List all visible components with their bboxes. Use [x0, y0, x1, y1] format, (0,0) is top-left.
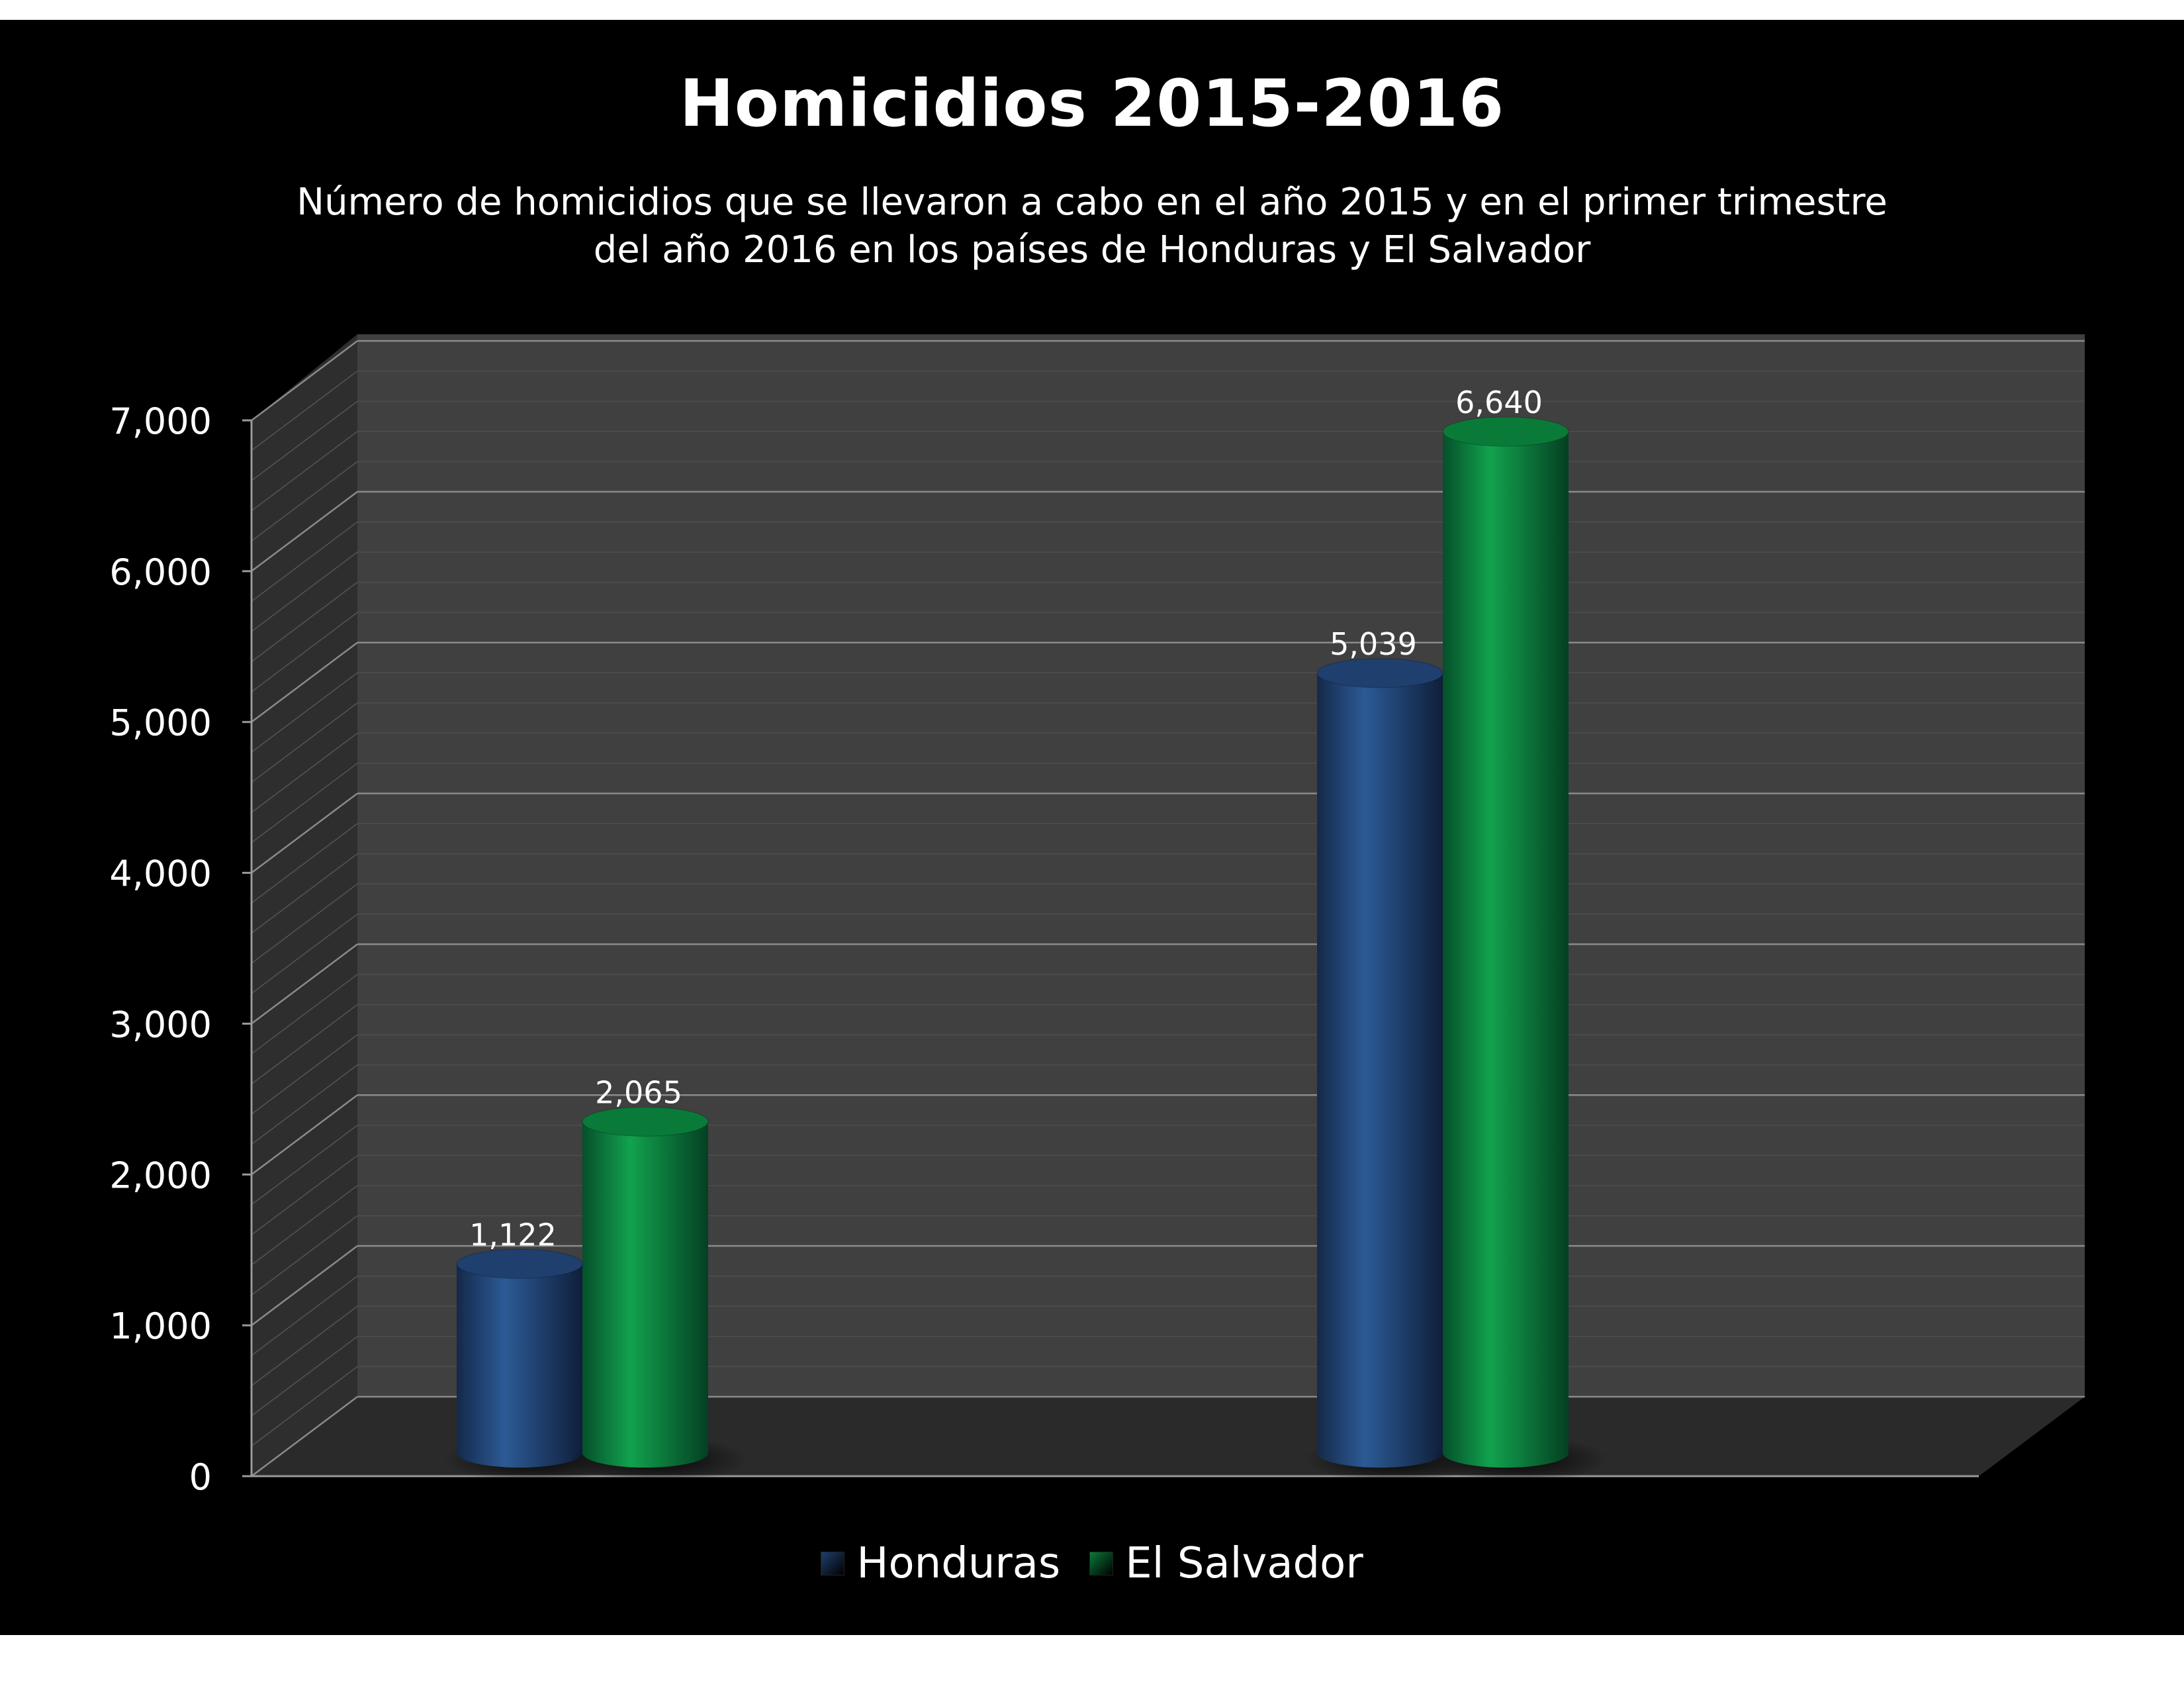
minor-gridline	[251, 702, 358, 783]
major-gridline	[251, 1245, 358, 1327]
minor-gridline	[251, 853, 358, 934]
gridlines	[251, 340, 2085, 1477]
y-tick-label: 7,000	[109, 400, 212, 442]
minor-gridline	[251, 521, 358, 602]
minor-gridline	[251, 1276, 358, 1356]
data-label: 6,640	[1455, 385, 1543, 420]
minor-gridline	[251, 1004, 358, 1085]
bar-body	[1317, 673, 1443, 1468]
legend-swatch-honduras	[821, 1552, 845, 1575]
bar-top	[582, 1106, 709, 1137]
minor-gridline	[251, 823, 358, 904]
minor-gridline	[251, 461, 358, 541]
minor-gridline	[251, 732, 358, 814]
bar-top	[456, 1248, 583, 1279]
minor-gridline	[251, 1154, 358, 1236]
back-wall	[357, 334, 2085, 1397]
minor-gridline	[251, 1305, 358, 1386]
minor-gridline	[251, 1336, 358, 1417]
data-label: 1,122	[469, 1217, 557, 1252]
legend-entry-el-salvador: El Salvador	[1089, 1539, 1363, 1588]
minor-gridline	[251, 1064, 358, 1145]
side-wall	[251, 334, 357, 1476]
minor-gridline	[251, 672, 358, 753]
major-gridline	[251, 1396, 358, 1477]
minor-gridline	[251, 883, 358, 964]
minor-gridline	[251, 1215, 358, 1296]
minor-gridline	[251, 914, 358, 994]
data-label: 5,039	[1330, 626, 1417, 662]
minor-gridline	[251, 974, 358, 1055]
minor-gridline	[251, 1366, 358, 1447]
y-tick-label: 6,000	[109, 551, 212, 593]
minor-gridline	[251, 370, 358, 451]
minor-gridline	[251, 1034, 358, 1115]
chart-frame: Homicidios 2015-2016 Número de homicidio…	[0, 20, 2184, 1635]
data-label: 2,065	[595, 1074, 682, 1110]
major-gridline	[251, 340, 358, 421]
y-tick-label: 0	[189, 1456, 212, 1498]
chart-title: Homicidios 2015-2016	[679, 66, 1505, 142]
major-gridline	[251, 491, 358, 572]
y-tick-label: 4,000	[109, 853, 212, 895]
chart-subtitle: Número de homicidios que se llevaron a c…	[296, 181, 1888, 271]
minor-gridline	[251, 1185, 358, 1266]
legend-entry-honduras: Honduras	[821, 1539, 1060, 1588]
y-tick-label: 3,000	[109, 1004, 212, 1045]
minor-gridline	[251, 581, 358, 663]
major-gridline	[251, 943, 358, 1025]
y-tick-label: 2,000	[109, 1154, 212, 1196]
bar-top	[1316, 658, 1443, 688]
minor-gridline	[251, 612, 358, 692]
minor-gridline	[251, 763, 358, 843]
legend: Honduras El Salvador	[0, 1539, 2184, 1588]
major-gridline	[251, 792, 358, 874]
bar-top	[1442, 416, 1569, 447]
minor-gridline	[251, 400, 358, 481]
bar-chart: 0 1,000 2,000 3,000 4,000 5,000 6,000 7,000 1,1…	[109, 334, 2085, 1498]
bar-body	[582, 1121, 708, 1468]
bar-el-salvador-1: 6,640	[1430, 385, 1608, 1483]
minor-gridline	[251, 1125, 358, 1205]
bars: 1,122 5,039 2,065 6,640	[443, 385, 1608, 1483]
y-tick-label: 5,000	[109, 702, 212, 744]
bar-honduras-0: 1,122	[443, 1217, 622, 1483]
minor-gridline	[251, 551, 358, 632]
bar-body	[457, 1264, 582, 1468]
bar-el-salvador-0: 2,065	[569, 1074, 748, 1483]
bar-honduras-1: 5,039	[1304, 626, 1482, 1483]
bar-body	[1443, 432, 1569, 1468]
y-tick-label: 1,000	[109, 1305, 212, 1347]
legend-label-el-salvador: El Salvador	[1125, 1539, 1363, 1588]
major-gridline	[251, 641, 358, 723]
legend-swatch-el-salvador	[1089, 1552, 1114, 1575]
minor-gridline	[251, 431, 358, 512]
legend-label-honduras: Honduras	[856, 1539, 1061, 1588]
major-gridline	[251, 1094, 358, 1176]
